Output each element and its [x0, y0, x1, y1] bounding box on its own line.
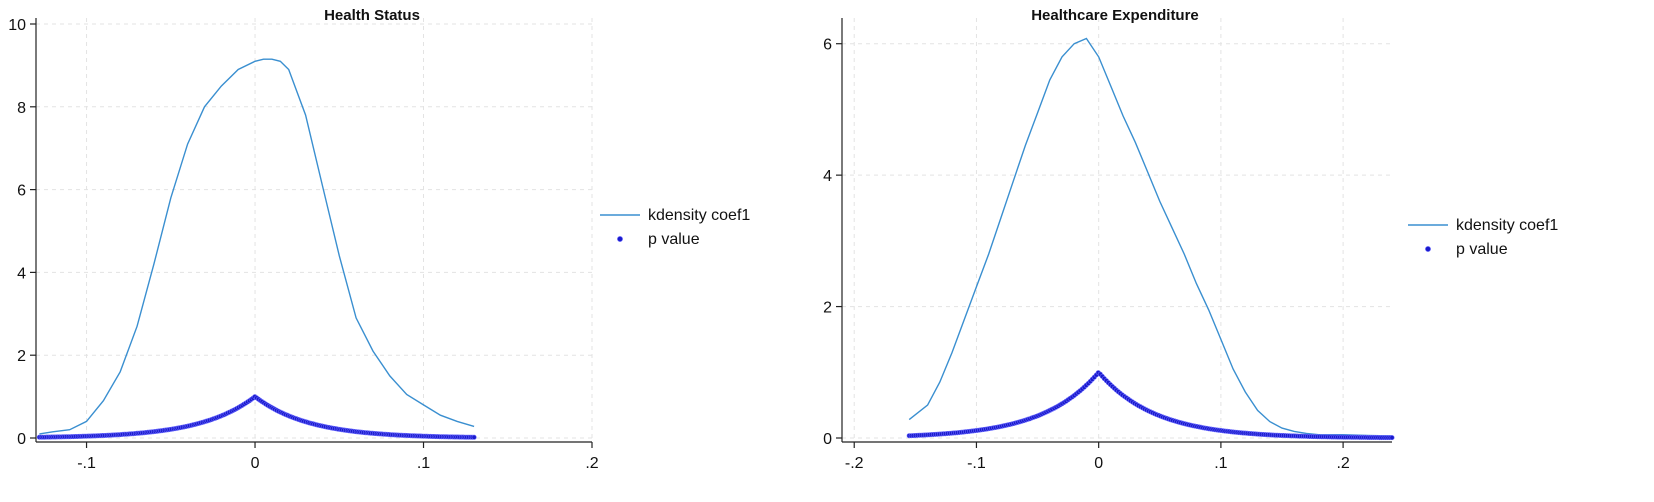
legend: kdensity coef1 p value [600, 207, 750, 248]
x-tick-label: 0 [1094, 455, 1103, 472]
x-tick-label: .1 [417, 455, 430, 472]
x-tick-label: 0 [251, 455, 260, 472]
y-tick-label: 6 [823, 37, 832, 54]
y-tick-label: 0 [823, 431, 832, 448]
chart-title: Healthcare Expenditure [1031, 7, 1199, 24]
legend-dot-swatch [617, 236, 623, 242]
x-tick-label: .2 [1336, 455, 1349, 472]
y-tick-label: 4 [17, 265, 26, 282]
x-tick-label: .2 [585, 455, 598, 472]
legend-label-p-value: p value [1456, 241, 1508, 258]
x-tick-label: -.2 [845, 455, 864, 472]
chart-panel-1: Health Status 0 2 4 6 8 10 -.1 0 .1 .2 kdensity coe… [8, 7, 750, 472]
series-line-kdensity [908, 37, 1393, 437]
y-tick-label: 10 [8, 17, 26, 34]
legend-label-kdensity: kdensity coef1 [648, 207, 750, 224]
chart-panel-2: Healthcare Expenditure 0 2 4 6 -.2 -.1 0 .1 .2 kde… [823, 7, 1558, 472]
y-tick-label: 2 [17, 348, 26, 365]
y-tick-label: 4 [823, 168, 832, 185]
series-line-kdensity [39, 58, 475, 435]
p-value-point [1389, 435, 1395, 441]
chart-title: Health Status [324, 7, 420, 24]
legend-label-p-value: p value [648, 231, 700, 248]
series-points-p-value [906, 370, 1395, 441]
x-tick-label: .1 [1214, 455, 1227, 472]
legend-dot-swatch [1425, 246, 1431, 252]
x-tick-label: -.1 [77, 455, 96, 472]
y-tick-label: 8 [17, 100, 26, 117]
x-tick-label: -.1 [967, 455, 986, 472]
p-value-point [471, 434, 477, 440]
y-tick-label: 2 [823, 300, 832, 317]
series-points-p-value [36, 394, 477, 440]
y-tick-label: 0 [17, 431, 26, 448]
legend: kdensity coef1 p value [1408, 217, 1558, 258]
legend-label-kdensity: kdensity coef1 [1456, 217, 1558, 234]
y-tick-label: 6 [17, 183, 26, 200]
